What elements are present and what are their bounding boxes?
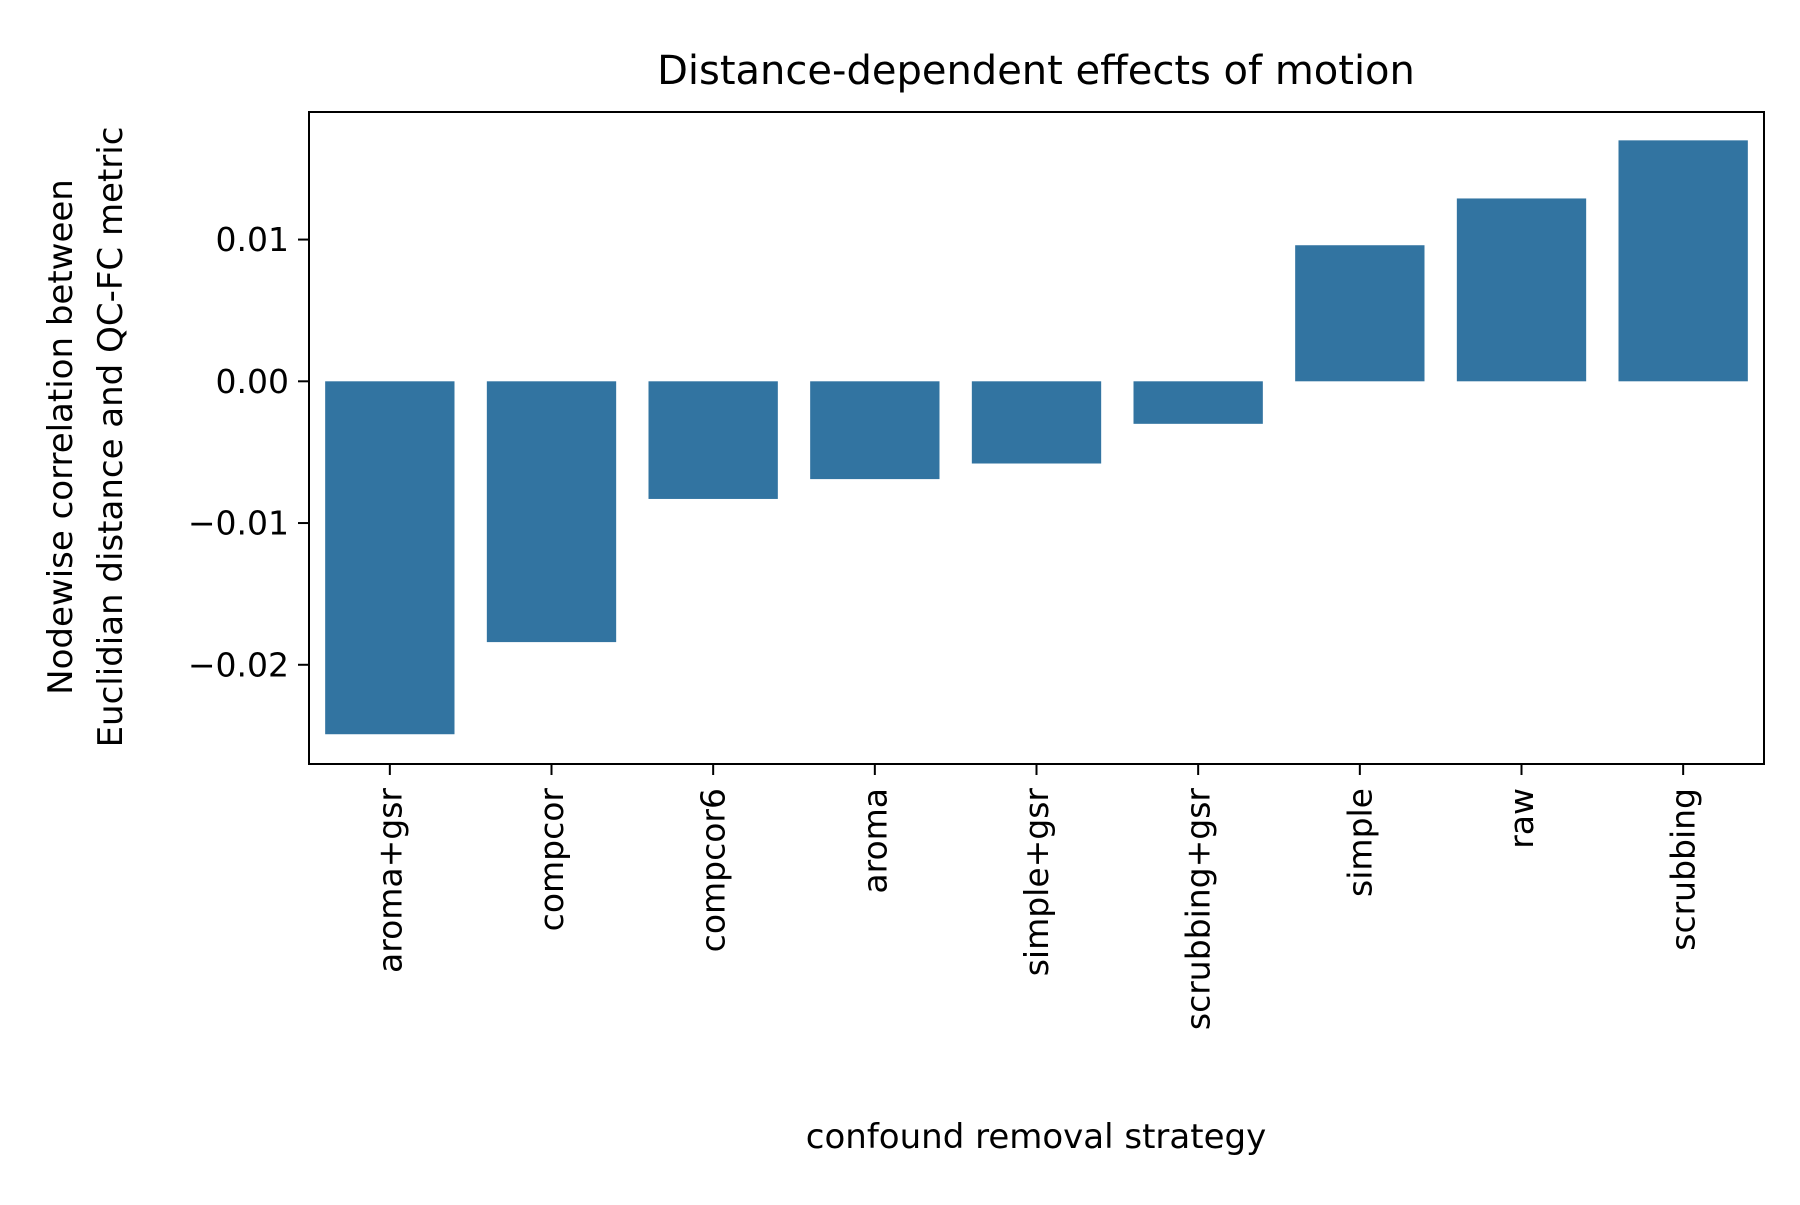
y-axis-title-line-1: Nodewise correlation between [41,179,81,695]
bar-scrubbing [1618,140,1748,382]
bar-compcor [486,381,617,643]
y-tick-label: −0.01 [188,504,289,543]
x-tick-label: simple [1340,788,1379,897]
y-tick-label: −0.02 [188,645,289,684]
bar-aroma [810,381,940,480]
x-tick-label: raw [1502,788,1541,849]
x-tick-label: simple+gsr [1017,788,1056,977]
x-tick-label: aroma [855,788,894,894]
bar-aroma+gsr [325,381,455,735]
bar-compcor6 [648,381,778,499]
chart-title: Distance-dependent effects of motion [657,48,1415,94]
bar-raw [1456,198,1587,382]
x-tick-label: aroma+gsr [370,788,409,973]
y-axis: 0.01 0.00 −0.01 −0.02 [188,220,309,684]
bar-simple [1295,245,1425,382]
bars-group [325,140,1748,735]
x-tick-label: scrubbing+gsr [1179,788,1218,1031]
x-tick-label: compcor6 [694,788,733,952]
y-tick-label: 0.01 [216,220,289,259]
y-tick-label: 0.00 [216,362,289,401]
x-axis: aroma+gsr compcor compcor6 aroma simple+gsr s… [370,764,1703,1031]
bar-simple+gsr [971,381,1102,464]
y-axis-title-line-2: Euclidian distance and QC-FC metric [91,127,131,748]
x-axis-title: confound removal strategy [806,1117,1266,1157]
bar-scrubbing+gsr [1133,381,1263,424]
x-tick-label: scrubbing [1664,788,1703,951]
x-tick-label: compcor [532,788,571,932]
